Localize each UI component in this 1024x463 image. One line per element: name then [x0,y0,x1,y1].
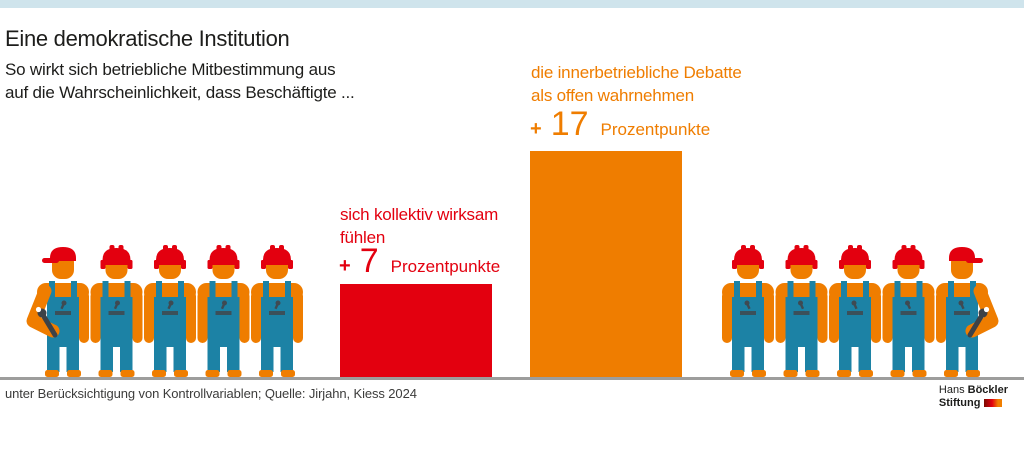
logo-line-1: Hans Böckler [939,384,1008,397]
value-number: 17 [550,105,589,143]
bar-label-line: als offen wahrnehmen [531,86,694,105]
value-unit: Prozentpunkte [600,120,711,139]
logo-line-2: Stiftung [939,397,1008,410]
bar-label-line: die innerbetriebliche Debatte [531,63,742,82]
subtitle-line-1: So wirkt sich betriebliche Mitbestimmung… [5,60,336,79]
bar-label-kollektiv-wirksam: sich kollektiv wirksam fühlen [340,203,498,249]
page-title: Eine demokratische Institution [5,26,290,51]
bar-value-kollektiv-wirksam: + 7 Prozentpunkte [339,242,500,281]
value-unit: Prozentpunkte [390,257,501,276]
logo-boeckler: Böckler [967,384,1008,396]
logo-mark [984,399,1003,407]
value-number: 7 [359,242,379,280]
logo-stiftung: Stiftung [938,397,981,409]
baseline-axis [0,377,1024,380]
bar-label-line: sich kollektiv wirksam [340,205,499,224]
hans-boeckler-stiftung-logo: Hans Böckler Stiftung [939,384,1008,410]
logo-hans: Hans [938,384,965,396]
bar-kollektiv-wirksam [340,284,492,377]
page-subtitle: So wirkt sich betriebliche Mitbestimmung… [5,58,355,104]
bar-label-line: fühlen [340,228,386,247]
bar-value-debatte-offen: + 17 Prozentpunkte [530,105,710,144]
bar-debatte-offen [530,151,682,377]
plus-sign: + [339,255,351,277]
subtitle-line-2: auf die Wahrscheinlichkeit, dass Beschäf… [5,83,355,102]
bar-label-debatte-offen: die innerbetriebliche Debatte als offen … [531,61,742,107]
workers-illustration-right [717,245,1001,377]
top-accent-strip [0,0,1024,8]
workers-illustration-left [24,245,308,377]
source-note: unter Berücksichtigung von Kontrollvaria… [5,386,417,401]
plus-sign: + [530,118,542,140]
